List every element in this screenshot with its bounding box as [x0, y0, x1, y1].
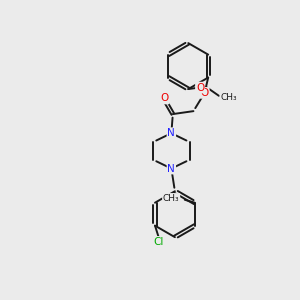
Text: O: O	[160, 94, 169, 103]
Text: CH₃: CH₃	[220, 93, 237, 102]
Text: N: N	[167, 128, 175, 138]
Text: Cl: Cl	[153, 237, 164, 247]
Text: CH₃: CH₃	[163, 194, 179, 203]
Text: N: N	[167, 164, 175, 173]
Text: O: O	[196, 82, 204, 93]
Text: O: O	[200, 88, 209, 98]
